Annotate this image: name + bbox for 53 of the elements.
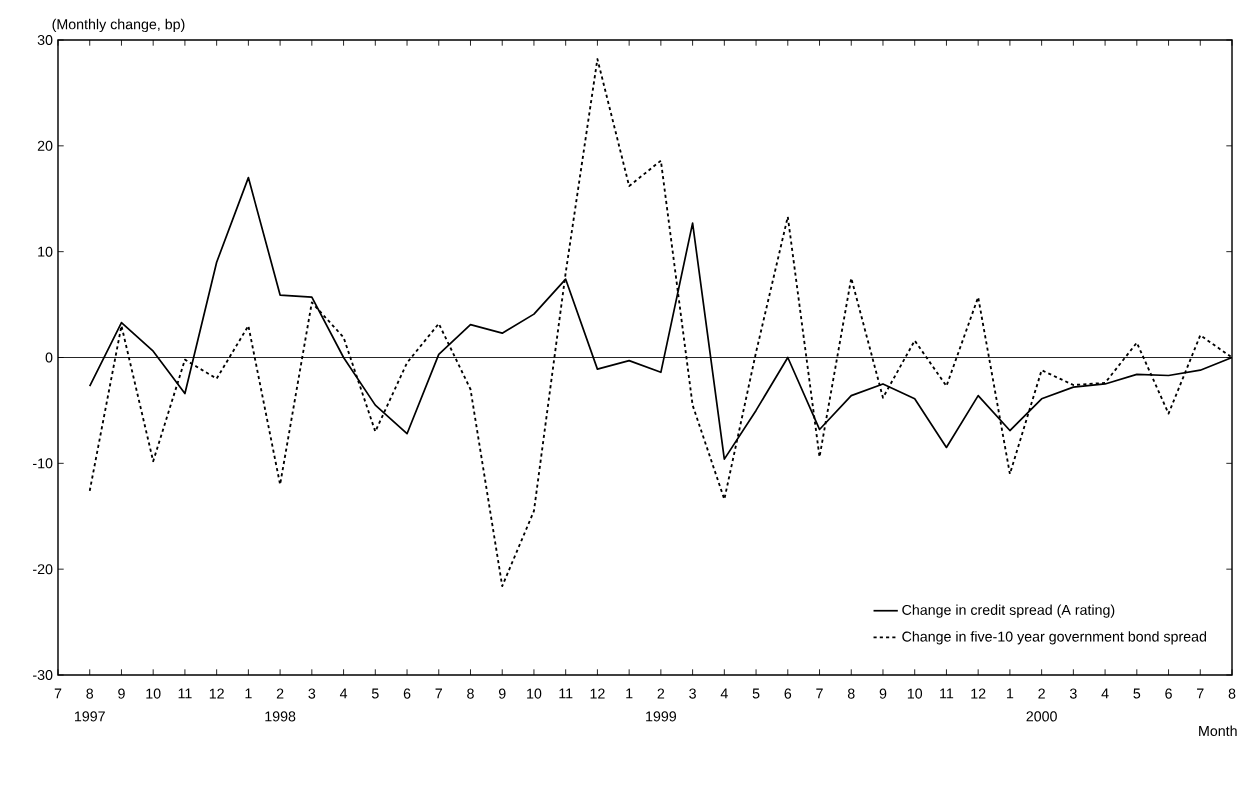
x-tick-label: 4 xyxy=(339,688,348,699)
y-tick-label: -10 xyxy=(33,458,53,469)
x-tick-label: 12 xyxy=(971,688,986,699)
x2-tick-label: 2000 xyxy=(1026,711,1057,722)
y-tick-label: 30 xyxy=(37,34,53,46)
x-tick-label: 6 xyxy=(403,688,411,699)
x-tick-label: 10 xyxy=(907,688,923,699)
x-tick-label: 3 xyxy=(308,688,316,699)
legend-label: Change in credit spread (A rating) xyxy=(902,604,1115,618)
x-axis-title: Month xyxy=(1199,725,1237,737)
x-tick-label: 11 xyxy=(178,688,192,699)
x-tick-label: 12 xyxy=(209,688,224,699)
y-tick-label: -30 xyxy=(33,669,53,681)
x2-tick-label: 1998 xyxy=(265,711,296,722)
x-tick-label: 5 xyxy=(371,688,379,699)
x-tick-label: 7 xyxy=(816,688,823,699)
x-tick-label: 9 xyxy=(498,688,506,699)
y-axis-title: (Monthly change, bp) xyxy=(52,18,185,33)
x-tick-label: 10 xyxy=(146,688,161,699)
x-tick-label: 2 xyxy=(657,688,665,699)
x-tick-label: 5 xyxy=(752,688,760,699)
x-tick-label: 2 xyxy=(1038,688,1045,699)
y-tick-label: 10 xyxy=(38,246,53,257)
x-tick-label: 9 xyxy=(879,688,887,699)
x-tick-label: 7 xyxy=(1197,688,1204,699)
x-tick-label: 8 xyxy=(86,688,94,699)
x-tick-label: 5 xyxy=(1133,688,1141,699)
x-tick-label: 6 xyxy=(784,688,792,699)
x-tick-label: 8 xyxy=(1228,688,1236,699)
x-tick-label: 3 xyxy=(689,688,696,699)
x-tick-label: 7 xyxy=(54,688,62,699)
y-tick-label: -20 xyxy=(33,564,53,575)
y-tick-label: 0 xyxy=(45,352,53,363)
x-tick-label: 8 xyxy=(847,688,855,699)
x2-tick-label: 1997 xyxy=(74,711,105,722)
x-tick-label: 7 xyxy=(435,688,443,699)
y-tick-label: 20 xyxy=(37,140,53,151)
x-tick-label: 2 xyxy=(276,688,284,699)
x-tick-label: 8 xyxy=(467,688,474,699)
x-tick-label: 1 xyxy=(626,688,633,699)
x-tick-label: 1 xyxy=(245,688,252,699)
x-tick-label: 1 xyxy=(1007,688,1014,699)
x-tick-label: 4 xyxy=(1101,688,1109,699)
legend-label: Change in five-10 year government bond spread xyxy=(902,631,1207,645)
x-tick-label: 9 xyxy=(118,688,125,699)
x-tick-label: 12 xyxy=(590,688,605,699)
x-tick-label: 10 xyxy=(527,688,542,699)
x-tick-label: 3 xyxy=(1069,688,1077,699)
x-tick-label: 4 xyxy=(720,688,728,699)
x-tick-label: 6 xyxy=(1165,688,1172,699)
x-tick-label: 11 xyxy=(559,688,573,699)
x2-tick-label: 1999 xyxy=(646,711,677,722)
x-tick-label: 11 xyxy=(940,688,954,699)
